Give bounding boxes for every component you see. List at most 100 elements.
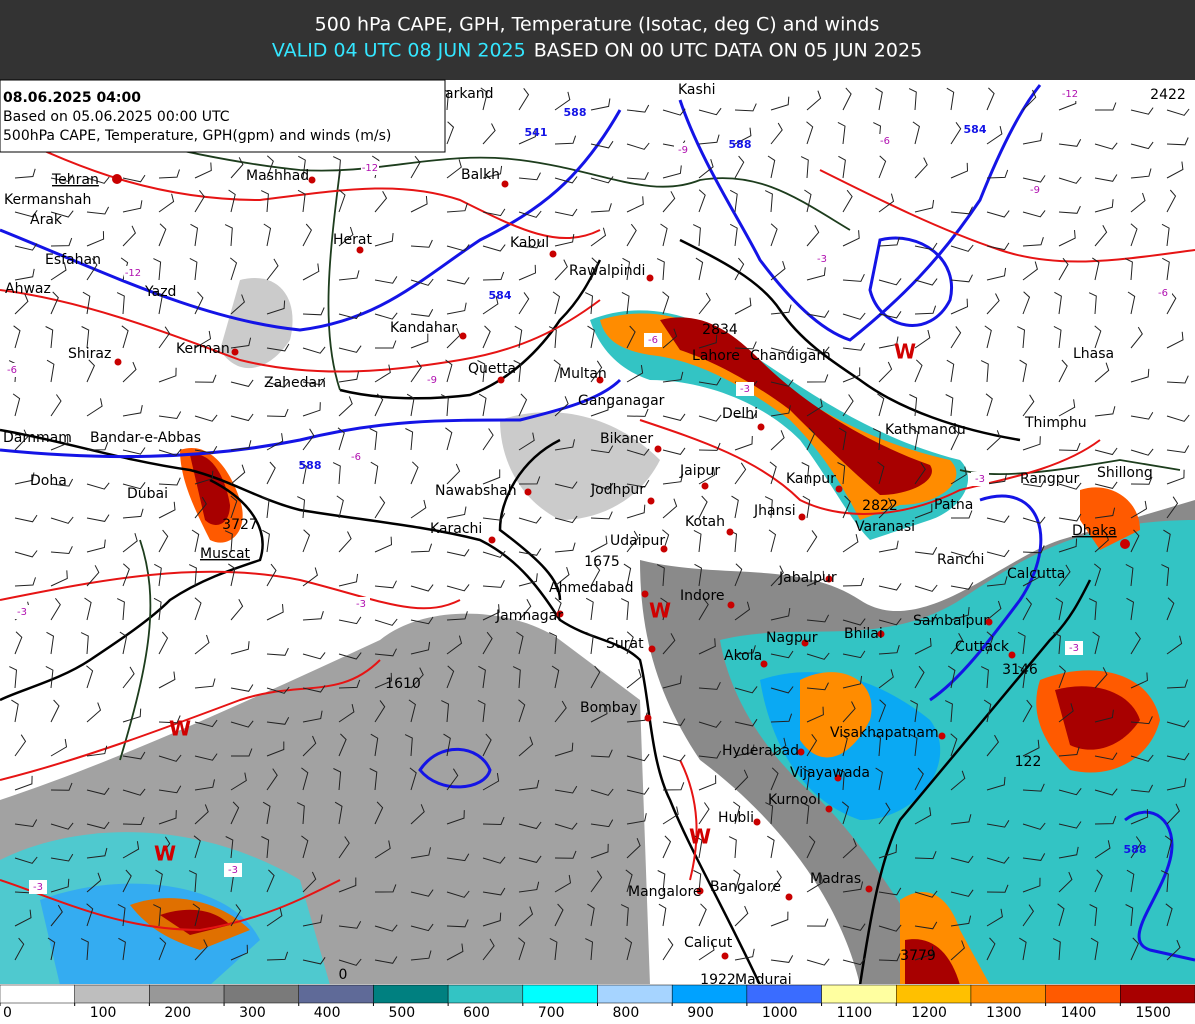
- wind-barb: [230, 294, 245, 315]
- wind-barb: [50, 516, 74, 524]
- wind-barb: [806, 652, 830, 660]
- city-dot: [753, 818, 761, 826]
- wind-barb: [878, 497, 893, 519]
- temp-label-box: [644, 333, 662, 347]
- wind-barb: [554, 91, 571, 111]
- colorbar-label: 500: [388, 1005, 415, 1021]
- wind-barb: [11, 699, 19, 723]
- wind-barb: [624, 937, 633, 961]
- wind-barb: [983, 699, 992, 723]
- wind-barb: [1166, 414, 1190, 422]
- city-dot: [701, 482, 709, 490]
- wind-barb: [1094, 199, 1114, 213]
- wind-barb: [950, 632, 964, 655]
- city-label: Sambalpur: [913, 613, 989, 629]
- wind-barb: [698, 134, 720, 145]
- wind-barb: [194, 374, 217, 383]
- wind-barb: [14, 472, 35, 485]
- wind-barb: [194, 804, 209, 825]
- wind-barb: [1058, 871, 1073, 893]
- wind-barb: [14, 937, 25, 961]
- wind-barb: [1163, 529, 1171, 553]
- wind-barb: [1166, 137, 1189, 146]
- colorbar-swatch: [821, 984, 897, 1004]
- city-label: Lhasa: [1073, 346, 1114, 362]
- wind-barb: [1162, 257, 1170, 281]
- wind-barb: [914, 613, 937, 622]
- wind-barb: [698, 442, 721, 451]
- wind-barb: [86, 206, 110, 215]
- city-label: Kotah: [685, 514, 725, 530]
- wind-barb: [446, 302, 467, 315]
- wind-barb: [1130, 326, 1143, 349]
- wind-barb: [410, 195, 428, 213]
- city-label: Indore: [680, 588, 725, 604]
- wind-barb: [338, 733, 347, 757]
- wind-barb: [842, 495, 851, 519]
- wind-barb: [194, 597, 202, 621]
- wind-barb: [86, 872, 102, 893]
- wind-barb: [14, 243, 38, 251]
- colorbar-label: 0: [3, 1005, 12, 1021]
- wind-barb: [266, 647, 289, 656]
- city-label: Bandar-e-Abbas: [90, 430, 201, 446]
- wind-barb: [986, 908, 1003, 927]
- city-dot: [549, 250, 557, 258]
- wind-barb: [408, 699, 416, 723]
- wind-barb: [482, 428, 494, 451]
- wind-barb: [263, 223, 272, 247]
- city-dot: [114, 358, 122, 366]
- wind-barb: [626, 325, 636, 349]
- wind-barb: [518, 128, 536, 145]
- city-label: Jabalpur: [778, 570, 837, 586]
- wind-barb: [986, 242, 1010, 251]
- city-dot: [835, 485, 843, 493]
- wind-barb: [374, 956, 398, 964]
- city-label: Arak: [30, 212, 63, 228]
- wind-barb: [86, 258, 98, 281]
- wind-barb: [626, 223, 637, 247]
- wind-barb: [158, 529, 169, 553]
- wind-barb: [662, 165, 682, 179]
- wind-barb: [1022, 904, 1035, 927]
- wind-barb: [446, 159, 462, 179]
- wind-barb: [374, 276, 398, 284]
- wind-barb: [1022, 877, 1041, 893]
- wind-barb: [1130, 412, 1154, 420]
- wind-barb: [1160, 870, 1169, 893]
- wind-barb: [158, 448, 182, 456]
- wind-barb: [806, 835, 816, 859]
- wind-barb: [770, 686, 794, 694]
- colorbar-swatch: [373, 984, 449, 1004]
- wind-barb: [14, 631, 23, 655]
- wind-barb: [1094, 869, 1103, 893]
- wind-barb: [1022, 516, 1046, 524]
- wind-barb: [950, 466, 967, 485]
- city-label: Hubli: [718, 810, 754, 826]
- wind-barb: [554, 135, 577, 145]
- wind-barb: [1126, 869, 1135, 893]
- wind-barb: [1125, 563, 1134, 587]
- wind-barb: [410, 667, 424, 689]
- wind-barb: [698, 189, 706, 213]
- wind-barb: [729, 223, 738, 247]
- wind-barb: [842, 533, 859, 553]
- header-based: BASED ON 00 UTC DATA ON 05 JUN 2025: [534, 40, 922, 62]
- wind-barb: [374, 672, 393, 689]
- city-dot: [785, 893, 793, 901]
- wind-barb: [374, 312, 398, 320]
- wind-barb: [734, 462, 747, 485]
- temp-label-box: [124, 266, 142, 280]
- wind-barb: [585, 631, 594, 655]
- city-label: Zahedan: [264, 375, 326, 391]
- city-label: Patna: [934, 497, 973, 513]
- wind-barb: [733, 801, 741, 825]
- wind-barb: [1166, 189, 1177, 213]
- wind-barb: [375, 340, 397, 349]
- wind-barb: [842, 189, 853, 213]
- wind-barb: [158, 631, 169, 655]
- wind-barb: [698, 750, 722, 759]
- colorbar-swatch: [671, 984, 748, 1004]
- colorbar-swatch: [522, 984, 598, 1004]
- wind-barb: [194, 496, 207, 519]
